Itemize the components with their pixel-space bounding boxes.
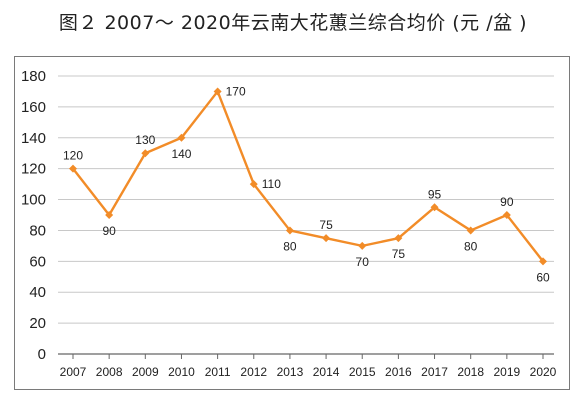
x-tick-label: 2015 [349,365,376,379]
y-tick-label: 160 [21,99,46,116]
y-tick-label: 140 [21,130,46,147]
y-tick-label: 40 [29,284,46,301]
data-point [322,234,331,243]
x-tick-label: 2014 [313,365,340,379]
series-line [72,90,544,263]
data-label: 140 [171,147,191,161]
data-point [466,226,475,235]
chart-frame [14,56,570,390]
x-tick-label: 2009 [132,365,159,379]
data-point [177,133,186,142]
data-label: 75 [319,218,333,232]
data-label: 120 [63,149,83,163]
data-label: 90 [500,195,514,209]
data-point [105,211,114,219]
x-tick-label: 2008 [96,365,123,379]
data-label: 70 [356,255,370,269]
data-label: 60 [536,270,550,284]
x-tick-label: 2019 [493,365,520,379]
y-tick-label: 120 [21,161,46,178]
data-label: 130 [135,133,155,147]
y-tick-label: 100 [21,192,46,209]
data-point [430,203,439,212]
y-tick-label: 80 [29,222,46,239]
gridlines [58,75,554,355]
x-axis-ticks: 2007 2008 2009 2010 2011 2012 2013 2014 2015 2016… [60,354,557,379]
data-point [69,164,77,173]
data-point [539,257,547,266]
x-tick-label: 2018 [457,365,484,379]
data-label: 170 [226,84,246,98]
data-label: 110 [262,177,281,191]
x-tick-label: 2020 [530,365,557,379]
x-tick-label: 2010 [168,365,195,379]
data-point [249,180,258,189]
x-tick-label: 2016 [385,365,412,379]
x-tick-label: 2011 [205,365,231,379]
data-label: 80 [464,239,478,253]
y-tick-label: 20 [29,315,46,332]
series-line [72,90,544,263]
y-tick-label: 180 [21,68,46,85]
data-point [141,149,150,158]
data-label: 90 [102,224,116,238]
x-tick-label: 2017 [421,365,448,379]
data-point [358,241,367,250]
y-tick-label: 0 [38,346,46,363]
data-point [285,226,294,235]
data-label: 75 [392,247,406,261]
data-label: 80 [283,239,297,253]
x-tick-label: 2012 [240,365,267,379]
x-tick-label: 2007 [60,365,87,379]
y-axis-ticks: 0 20 40 60 80 100 120 140 160 180 [21,68,46,363]
chart-title: 图２ 2007～ 2020年云南大花蕙兰综合均价 (元 /盆 ) [58,12,528,34]
data-point [502,211,511,219]
x-tick-label: 2013 [277,365,304,379]
data-labels: 120 90 130 140 170 110 80 75 70 75 95 80 90 60 [63,84,550,284]
data-point [394,234,403,243]
data-points [69,87,547,266]
data-label: 95 [428,187,442,201]
y-tick-label: 60 [29,253,46,270]
data-point [213,87,222,96]
